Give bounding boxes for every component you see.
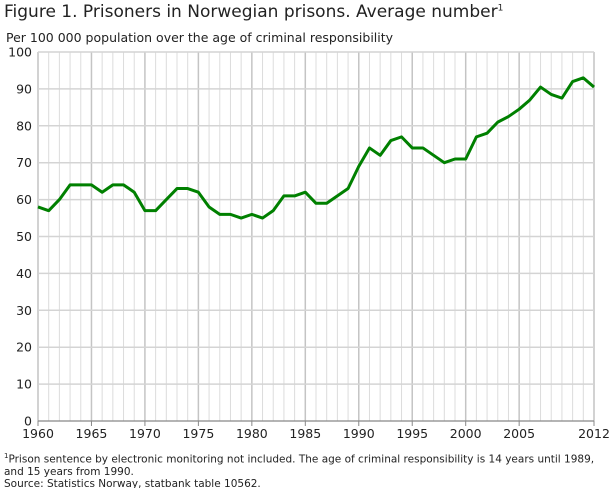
y-tick-label: 50: [16, 229, 32, 244]
y-tick-label: 20: [16, 340, 32, 355]
footnote-text: Prison sentence by electronic monitoring…: [4, 453, 595, 478]
y-tick-label: 10: [16, 377, 32, 392]
title-footnote-marker: 1: [497, 3, 504, 14]
x-tick-label: 1970: [129, 426, 161, 441]
x-tick-label: 1990: [343, 426, 375, 441]
x-tick-label: 1960: [22, 426, 54, 441]
y-tick-label: 100: [8, 45, 32, 60]
y-tick-label: 80: [16, 118, 32, 133]
y-tick-label: 90: [16, 81, 32, 96]
title-text: Figure 1. Prisoners in Norwegian prisons…: [4, 2, 498, 22]
y-axis-label: Per 100 000 population over the age of c…: [6, 30, 394, 45]
footnote: 1Prison sentence by electronic monitorin…: [4, 450, 604, 488]
x-tick-label: 1975: [182, 426, 214, 441]
y-tick-label: 40: [16, 266, 32, 281]
x-tick-label: 1985: [289, 426, 321, 441]
y-tick-label: 60: [16, 192, 32, 207]
y-tick-label: 0: [24, 414, 32, 429]
y-tick-label: 30: [16, 303, 32, 318]
x-tick-label: 1995: [396, 426, 428, 441]
x-tick-label: 2005: [503, 426, 535, 441]
chart-title: Figure 1. Prisoners in Norwegian prisons…: [4, 2, 503, 22]
footnote-marker: 1: [4, 452, 9, 460]
x-tick-label: 2012: [578, 426, 610, 441]
x-tick-label: 1965: [76, 426, 108, 441]
x-tick-label: 2000: [450, 426, 482, 441]
x-tick-label: 1980: [236, 426, 268, 441]
y-tick-label: 70: [16, 155, 32, 170]
source-text: Source: Statistics Norway, statbank tabl…: [4, 477, 261, 488]
